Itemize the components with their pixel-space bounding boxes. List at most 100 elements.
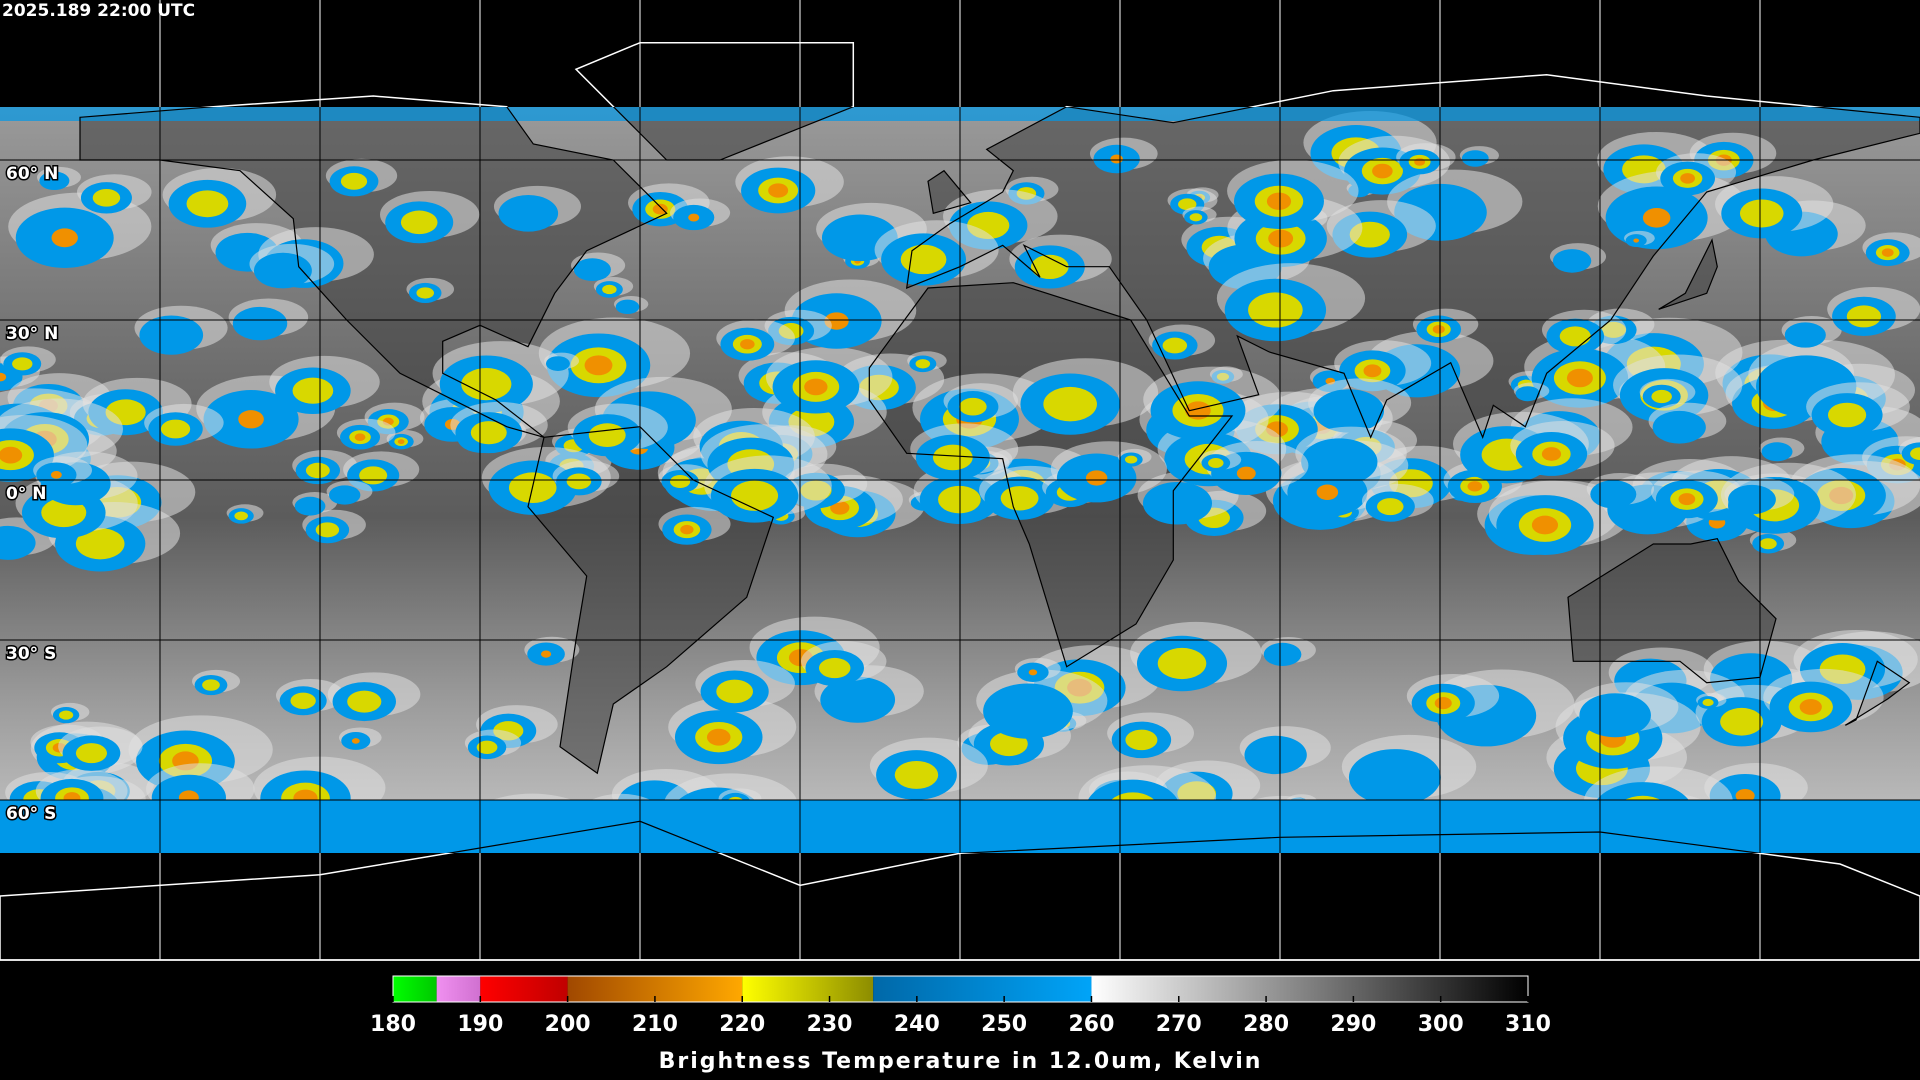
cloud-coldest: [0, 446, 23, 464]
cloud-colder: [1827, 402, 1867, 428]
cloud-colder: [92, 189, 121, 207]
cloud-cold: [820, 676, 896, 723]
colorbar-tick-label: 230: [807, 1012, 853, 1037]
cloud-colder: [75, 528, 125, 560]
cloud-coldest: [1363, 364, 1382, 378]
cloud-cold: [545, 356, 570, 371]
cloud-colder: [1178, 198, 1197, 211]
cloud-colder: [59, 710, 74, 720]
cloud-colder: [1846, 305, 1882, 328]
coastline: [446, 820, 1763, 853]
cloud-colder: [1739, 199, 1784, 228]
cloud-coldest: [1266, 192, 1292, 210]
colorbar-segment: [1091, 976, 1528, 1002]
coastline: [79, 107, 668, 438]
cloud-colder: [160, 419, 191, 439]
cloud-cold: [573, 258, 611, 282]
colorbar-tick-label: 220: [719, 1012, 765, 1037]
colorbar-tick-label: 240: [894, 1012, 940, 1037]
cloud-coldest: [652, 203, 668, 215]
cloud-cold: [1313, 389, 1385, 433]
cloud-colder: [292, 377, 334, 404]
cloud-cold: [0, 525, 36, 560]
land: [1568, 538, 1776, 683]
coastline: [1844, 660, 1911, 726]
cloud-cold: [232, 306, 288, 341]
colorbar-segment: [873, 976, 1092, 1002]
cloud-cold: [1515, 386, 1540, 402]
cloud-coldest: [540, 650, 552, 658]
colorbar-tick-label: 200: [545, 1012, 591, 1037]
colorbar-tick-label: 180: [370, 1012, 416, 1037]
cloud-coldest: [1467, 481, 1483, 492]
cloud-colder: [416, 287, 434, 299]
cloud-coldest: [1642, 208, 1671, 228]
colorbar-tick-label: 270: [1156, 1012, 1202, 1037]
colorbar-tick-label: 280: [1243, 1012, 1289, 1037]
cloud-coldest: [397, 439, 405, 445]
imagery: [0, 107, 1920, 853]
cloud-coldest: [0, 372, 7, 382]
colorbar-tick-label: 250: [981, 1012, 1027, 1037]
cloud-colder: [1125, 729, 1158, 751]
cloud-colder: [186, 190, 229, 218]
latitude-label: 0° N: [6, 484, 46, 504]
cloud-cold: [1461, 150, 1489, 167]
cloud-colder: [41, 498, 87, 528]
cloud-coldest: [1566, 368, 1593, 388]
cloud-colder: [1377, 498, 1404, 516]
cloud-coldest: [1799, 699, 1822, 715]
colorbar-tick-label: 300: [1418, 1012, 1464, 1037]
latitude-label: 60° N: [6, 164, 58, 184]
cloud-coldest: [1434, 697, 1452, 710]
coastline: [1658, 238, 1718, 310]
coastline: [527, 426, 775, 775]
colorbar-tick-label: 190: [457, 1012, 503, 1037]
cloud-coldest: [351, 738, 360, 744]
latitude-label: 30° S: [6, 644, 56, 664]
latitude-label: 30° N: [6, 324, 58, 344]
cloud-coldest: [51, 228, 78, 248]
cloud-colder: [1157, 647, 1207, 680]
coastline: [612, 107, 854, 161]
cloud-coldest: [1735, 788, 1755, 803]
cloud-cold: [1348, 749, 1441, 806]
cloud-colder: [818, 657, 851, 679]
land: [1658, 240, 1718, 310]
cloud-coldest: [1633, 238, 1640, 243]
cloud-coldest: [740, 339, 755, 350]
cloud-coldest: [830, 500, 850, 515]
cloud-colder: [1910, 447, 1920, 461]
cloud-cold: [1552, 249, 1592, 273]
cloud-coldest: [804, 378, 828, 396]
cloud-colder: [1124, 455, 1138, 464]
cloud-coldest: [1372, 163, 1393, 179]
cloud-colder: [602, 284, 617, 295]
colorbar-tick-label: 210: [632, 1012, 678, 1037]
cloud-coldest: [50, 470, 62, 479]
colorbar-segment: [742, 976, 874, 1002]
cloud-colder: [894, 760, 939, 789]
colorbar-tick-label: 260: [1068, 1012, 1114, 1037]
cloud-colder: [915, 359, 931, 369]
colorbar-tick-label: 310: [1505, 1012, 1551, 1037]
cloud-colder: [305, 462, 330, 479]
colorbar-tick-label: 290: [1330, 1012, 1376, 1037]
cloud-colder: [1559, 326, 1591, 347]
cloud-coldest: [238, 410, 264, 429]
cloud-coldest: [1085, 470, 1108, 486]
cloud-colder: [932, 444, 973, 471]
coastline: [1567, 538, 1777, 684]
coastline: [927, 169, 972, 215]
cloud-colder: [959, 397, 987, 416]
cloud-colder: [1162, 337, 1188, 354]
colorbar: 180 190 200 210 220 230 240 250 260 270 280 290 300 3…: [370, 975, 1551, 1074]
timestamp: 2025.189 22:00 UTC: [2, 1, 195, 21]
cloud-coldest: [584, 355, 613, 376]
cloud-colder: [566, 473, 592, 490]
cloud-coldest: [1028, 669, 1038, 676]
cloud-colder: [1759, 538, 1777, 550]
cloud-cold: [253, 252, 312, 289]
cloud-colder: [716, 679, 753, 704]
cloud-colder: [315, 522, 340, 538]
